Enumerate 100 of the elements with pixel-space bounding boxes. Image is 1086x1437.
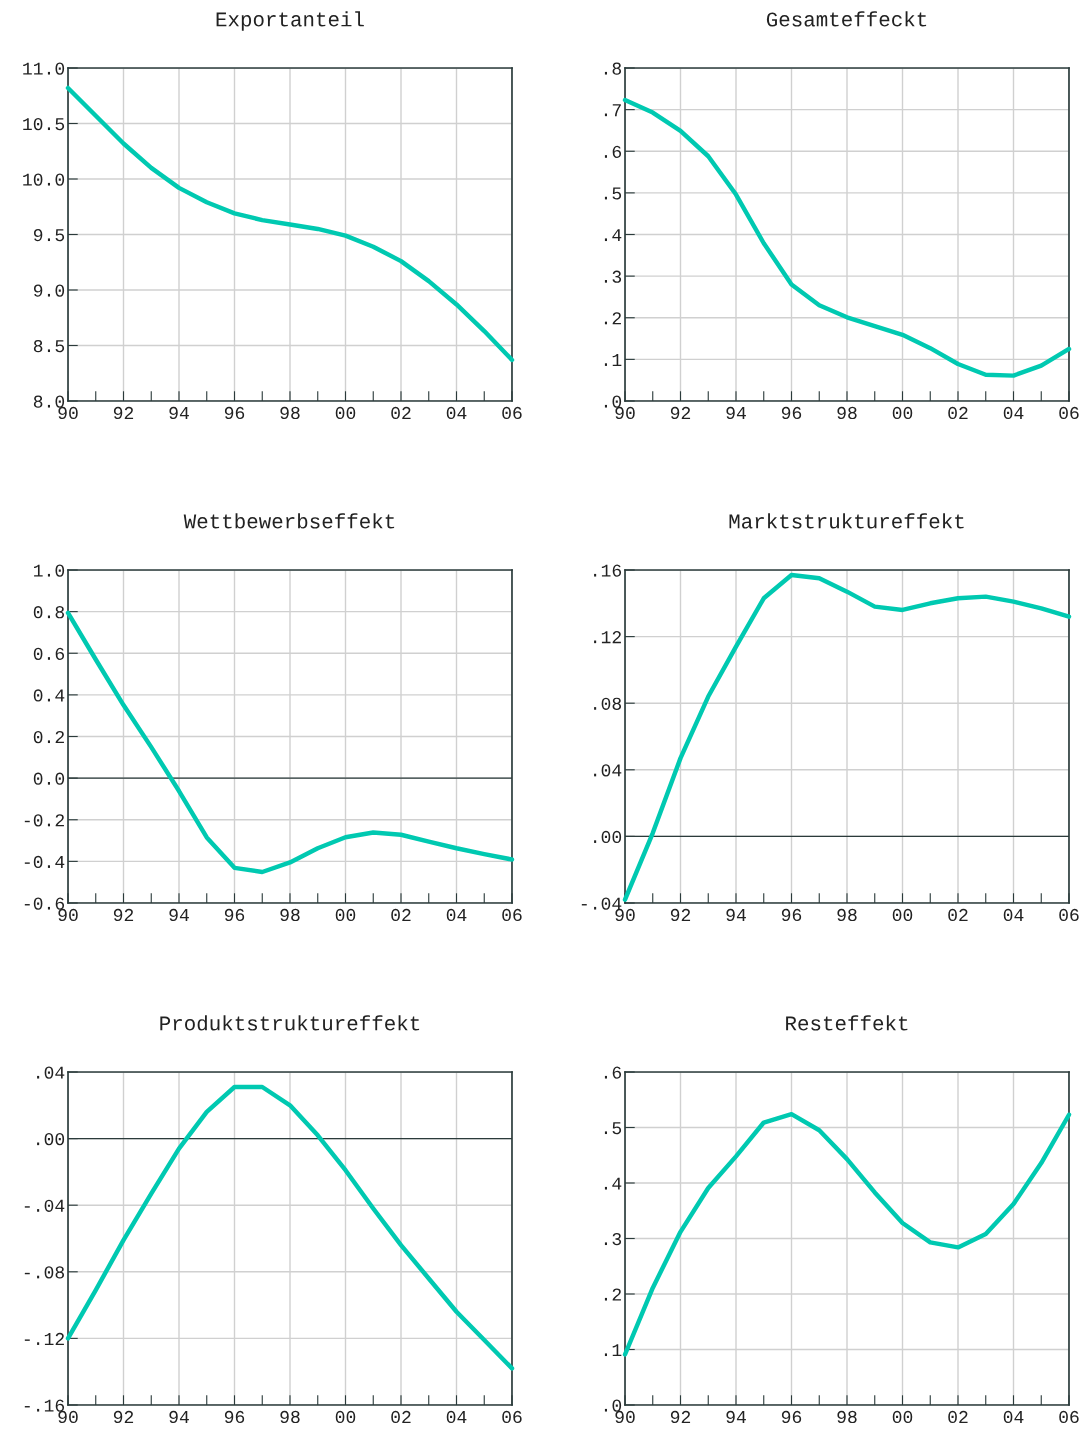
- y-tick-label: 8.0: [33, 395, 65, 408]
- line-series: [65, 85, 515, 363]
- y-tick-label: -.04: [24, 1199, 65, 1212]
- x-tick-label: 04: [446, 908, 467, 922]
- x-tick-label: 00: [892, 406, 913, 420]
- y-tick-label: 10.0: [23, 173, 65, 186]
- y-tick-label: .4: [604, 229, 622, 242]
- x-tick-label: 04: [446, 1410, 467, 1424]
- x-tick-label: 00: [892, 1410, 913, 1424]
- x-tick-label: 96: [781, 1410, 802, 1424]
- y-tick-label: .04: [37, 1066, 65, 1079]
- y-tick-label: .3: [604, 1232, 622, 1246]
- chart-title: Gesamteffeckt: [766, 11, 927, 27]
- y-tick-label: 0.0: [33, 772, 65, 785]
- y-tick-label: 10.5: [23, 117, 65, 131]
- y-tick-label: .7: [604, 104, 621, 117]
- y-tick-label: .08: [594, 697, 622, 710]
- x-tick-label: 90: [615, 406, 635, 420]
- x-tick-label: 02: [948, 406, 968, 420]
- x-tick-label: 06: [502, 908, 522, 922]
- y-tick-label: .16: [594, 564, 622, 577]
- x-tick-label: 02: [391, 908, 411, 922]
- x-tick-label: 06: [1059, 406, 1079, 420]
- y-tick-label: .2: [604, 312, 621, 325]
- y-tick-label: .5: [604, 187, 622, 200]
- x-tick-label: 98: [280, 908, 300, 922]
- x-tick-label: 94: [726, 1410, 746, 1424]
- y-tick-label: .1: [604, 1344, 622, 1357]
- y-tick-label: 11.0: [23, 62, 65, 75]
- x-tick-label: 92: [113, 406, 134, 420]
- chart-title: Produktstruktureffekt: [160, 1015, 420, 1031]
- x-tick-label: 96: [224, 1410, 245, 1424]
- y-tick-label: .6: [604, 145, 622, 158]
- chart-title: Marktstruktureffekt: [729, 513, 964, 529]
- x-tick-label: 02: [391, 1410, 411, 1424]
- x-tick-label: 06: [1059, 908, 1079, 922]
- y-tick-label: 0.2: [33, 730, 64, 744]
- y-tick-label: 0.6: [33, 647, 65, 660]
- y-tick-label: .2: [604, 1288, 621, 1301]
- y-tick-label: 0.8: [33, 606, 65, 619]
- x-tick-label: 96: [781, 908, 802, 922]
- x-tick-label: 06: [502, 406, 522, 420]
- x-tick-label: 98: [837, 1410, 857, 1424]
- x-tick-label: 92: [670, 908, 691, 922]
- x-tick-label: 96: [781, 406, 802, 420]
- y-tick-label: .0: [604, 395, 622, 408]
- y-tick-label: -0.6: [24, 897, 65, 910]
- y-tick-label: .00: [594, 830, 622, 844]
- y-tick-label: .12: [594, 631, 621, 644]
- x-tick-label: 98: [280, 406, 300, 420]
- y-tick-label: 0.4: [33, 689, 65, 702]
- x-tick-label: 92: [113, 1410, 134, 1424]
- x-tick-label: 94: [726, 908, 746, 922]
- y-tick-label: -0.4: [24, 855, 65, 869]
- y-tick-label: -.04: [581, 897, 622, 910]
- x-tick-label: 90: [58, 908, 78, 922]
- y-tick-label: .8: [604, 62, 622, 75]
- line-series: [622, 572, 1072, 902]
- x-tick-label: 04: [1003, 908, 1024, 922]
- x-tick-label: 06: [1059, 1410, 1079, 1424]
- x-tick-label: 90: [615, 1410, 635, 1424]
- x-tick-label: 00: [892, 908, 913, 922]
- x-tick-label: 90: [58, 406, 78, 420]
- y-tick-label: .4: [604, 1177, 622, 1190]
- chart-title: Exportanteil: [216, 11, 364, 31]
- x-tick-label: 04: [1003, 1410, 1024, 1424]
- x-tick-label: 98: [280, 1410, 300, 1424]
- y-tick-label: .6: [604, 1066, 622, 1079]
- chart-title: Resteffekt: [786, 1015, 908, 1031]
- y-tick-label: -.16: [24, 1399, 65, 1412]
- y-tick-label: .04: [594, 764, 622, 777]
- x-tick-label: 94: [169, 406, 189, 420]
- y-tick-label: 9.0: [33, 284, 65, 297]
- x-tick-label: 90: [58, 1410, 78, 1424]
- x-tick-label: 04: [446, 406, 467, 420]
- y-tick-label: 9.5: [33, 228, 65, 242]
- y-tick-label: .3: [604, 270, 622, 283]
- x-tick-label: 02: [948, 908, 968, 922]
- chart-title: Wettbewerbseffekt: [183, 513, 395, 529]
- x-tick-label: 96: [224, 406, 245, 420]
- line-series: [622, 1111, 1072, 1357]
- x-tick-label: 94: [726, 406, 746, 420]
- x-tick-label: 98: [837, 908, 857, 922]
- y-tick-label: 8.5: [33, 339, 65, 353]
- x-tick-label: 90: [615, 908, 635, 922]
- x-tick-label: 96: [224, 908, 245, 922]
- x-tick-label: 98: [837, 406, 857, 420]
- y-tick-label: -.08: [24, 1266, 65, 1279]
- y-tick-label: .1: [604, 354, 622, 366]
- x-tick-label: 92: [670, 1410, 691, 1424]
- x-tick-label: 02: [948, 1410, 968, 1424]
- y-tick-label: .00: [37, 1133, 65, 1146]
- x-tick-label: 92: [113, 908, 134, 922]
- x-tick-label: 04: [1003, 406, 1024, 420]
- x-tick-label: 00: [335, 908, 356, 922]
- x-tick-label: 00: [335, 1410, 356, 1424]
- y-tick-label: .5: [604, 1122, 622, 1135]
- x-tick-label: 94: [169, 1410, 189, 1424]
- x-tick-label: 92: [670, 406, 691, 420]
- y-tick-label: 1.0: [34, 564, 65, 577]
